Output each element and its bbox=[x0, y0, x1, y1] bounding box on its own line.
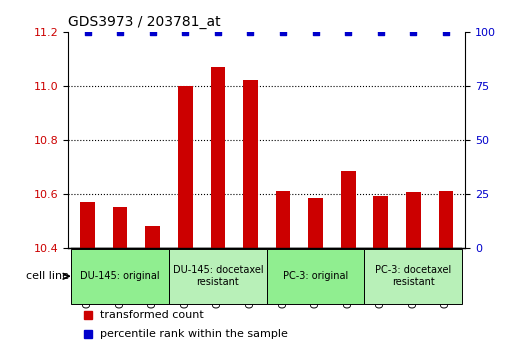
Text: cell line: cell line bbox=[26, 271, 69, 281]
Bar bbox=[365, 249, 462, 304]
Point bbox=[149, 29, 157, 35]
Bar bbox=[169, 249, 267, 304]
Bar bbox=[178, 86, 192, 247]
Bar bbox=[439, 191, 453, 247]
Point bbox=[181, 29, 189, 35]
Point bbox=[246, 29, 255, 35]
Text: DU-145: original: DU-145: original bbox=[81, 271, 160, 281]
Text: GDS3973 / 203781_at: GDS3973 / 203781_at bbox=[68, 16, 221, 29]
Point bbox=[214, 29, 222, 35]
Point bbox=[116, 29, 124, 35]
Bar bbox=[113, 207, 128, 247]
Point bbox=[377, 29, 385, 35]
Bar bbox=[373, 196, 388, 247]
Bar bbox=[243, 80, 258, 247]
Text: PC-3: docetaxel
resistant: PC-3: docetaxel resistant bbox=[375, 266, 451, 287]
Bar bbox=[267, 249, 365, 304]
Text: percentile rank within the sample: percentile rank within the sample bbox=[100, 329, 288, 339]
Bar bbox=[341, 171, 356, 247]
Bar bbox=[406, 192, 420, 247]
Bar bbox=[71, 249, 169, 304]
Bar bbox=[276, 191, 290, 247]
Point bbox=[409, 29, 417, 35]
Point bbox=[83, 29, 92, 35]
Bar bbox=[211, 67, 225, 247]
Text: PC-3: original: PC-3: original bbox=[283, 271, 348, 281]
Bar bbox=[145, 226, 160, 247]
Text: transformed count: transformed count bbox=[100, 310, 203, 320]
Bar bbox=[80, 202, 95, 247]
Point bbox=[344, 29, 353, 35]
Point bbox=[279, 29, 287, 35]
Text: DU-145: docetaxel
resistant: DU-145: docetaxel resistant bbox=[173, 266, 263, 287]
Point bbox=[311, 29, 320, 35]
Bar bbox=[308, 198, 323, 247]
Point bbox=[442, 29, 450, 35]
